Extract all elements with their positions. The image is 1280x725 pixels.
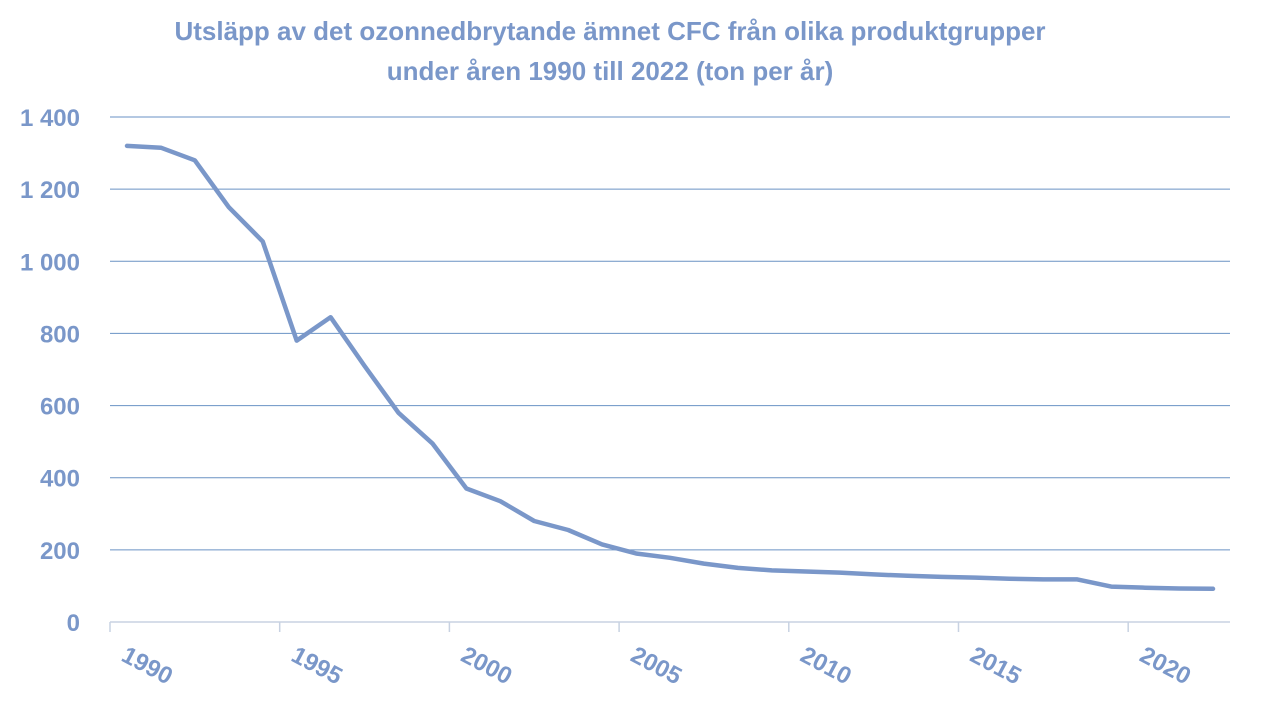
x-tick-labels: 1990 1995 2000 2005 2010 2015 2020 (117, 641, 1195, 690)
y-tick-label: 800 (40, 321, 80, 348)
y-tick-labels: 0 200 400 600 800 1 000 1 200 1 400 (20, 105, 80, 637)
y-tick-label: 1 000 (20, 249, 80, 276)
chart-title-line-1: Utsläpp av det ozonnedbrytande ämnet CFC… (174, 16, 1045, 46)
y-tick-label: 200 (40, 538, 80, 565)
x-tick-label: 2000 (457, 641, 517, 690)
x-tick-label: 2015 (966, 641, 1026, 690)
x-tick-label: 2010 (796, 641, 856, 690)
y-tick-label: 1 200 (20, 177, 80, 204)
y-tick-label: 0 (67, 610, 80, 637)
y-tick-label: 400 (40, 466, 80, 493)
series (124, 143, 1216, 592)
y-tick-label: 600 (40, 394, 80, 421)
x-tick-label: 2020 (1135, 641, 1195, 690)
x-tick-label: 1995 (287, 641, 347, 690)
x-tick-label: 1990 (117, 641, 177, 690)
gridlines (110, 116, 1230, 551)
x-tick-label: 2005 (626, 641, 686, 690)
y-tick-label: 1 400 (20, 105, 80, 132)
series-line (124, 143, 1216, 592)
axes (109, 621, 1230, 632)
chart-title-line-2: under åren 1990 till 2022 (ton per år) (387, 56, 834, 86)
